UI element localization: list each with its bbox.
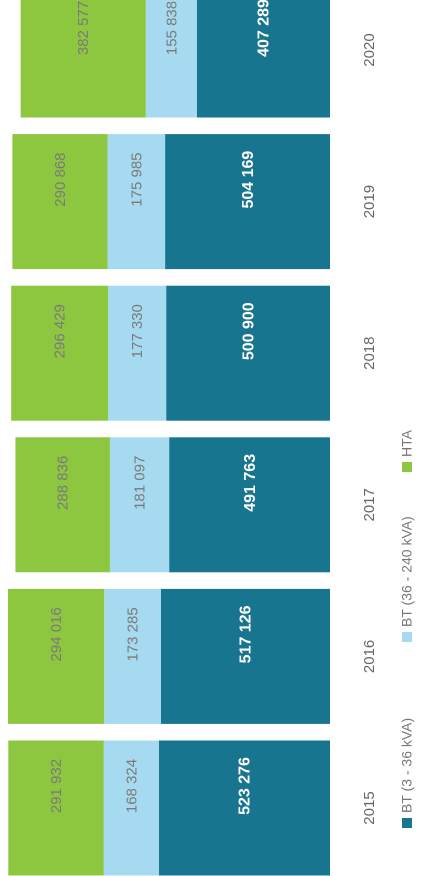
bar-segment bbox=[145, 0, 197, 118]
bar-segment bbox=[104, 588, 161, 724]
x-tick-label: 2017 bbox=[361, 488, 378, 521]
bar-segment bbox=[8, 588, 105, 724]
x-tick-label: 2015 bbox=[361, 791, 378, 824]
label-box bbox=[249, 0, 278, 66]
legend-label: BT (36 - 240 kVA) bbox=[399, 516, 415, 627]
value-label: 181 097 bbox=[131, 456, 148, 510]
bar-segment bbox=[108, 285, 167, 421]
value-label: 296 429 bbox=[52, 304, 69, 358]
plot: 523 276 168 324 291 932 2015 517 126 173 285 2… bbox=[8, 0, 415, 876]
bar-segment bbox=[11, 285, 109, 421]
value-label: 407 289 bbox=[256, 0, 273, 57]
value-label: 168 324 bbox=[123, 759, 140, 813]
x-tick-label: 2019 bbox=[361, 185, 378, 218]
value-label: 517 126 bbox=[238, 605, 255, 663]
value-label: 290 868 bbox=[52, 152, 69, 206]
value-label: 288 836 bbox=[55, 456, 72, 510]
label-box bbox=[233, 141, 262, 218]
bar-segment bbox=[8, 740, 104, 876]
legend-swatch bbox=[402, 462, 412, 472]
value-label: 523 276 bbox=[237, 757, 254, 815]
legend-swatch bbox=[402, 818, 412, 828]
legend-label: HTA bbox=[399, 429, 415, 457]
label-box bbox=[230, 748, 259, 824]
legend-swatch bbox=[402, 632, 412, 642]
x-tick-label: 2018 bbox=[361, 337, 378, 370]
x-tick-label: 2016 bbox=[361, 640, 378, 673]
value-label: 294 016 bbox=[48, 607, 65, 661]
bar-segment bbox=[15, 437, 110, 573]
label-box bbox=[235, 444, 264, 521]
label-box bbox=[231, 596, 260, 673]
bar-segment bbox=[109, 437, 170, 573]
label-box bbox=[234, 293, 263, 370]
value-label: 155 838 bbox=[163, 1, 180, 55]
legend-label: BT (3 - 36 kVA) bbox=[399, 718, 415, 813]
bar-segment bbox=[12, 134, 108, 270]
bar-segment bbox=[107, 134, 166, 270]
value-label: 177 330 bbox=[129, 304, 146, 358]
value-label: 291 932 bbox=[48, 759, 65, 813]
value-label: 500 900 bbox=[240, 302, 257, 360]
x-tick-label: 2020 bbox=[361, 33, 378, 66]
bar-segment bbox=[103, 740, 159, 876]
value-label: 382 577 bbox=[75, 1, 92, 55]
value-label: 491 763 bbox=[242, 454, 259, 512]
value-label: 504 169 bbox=[240, 151, 257, 209]
bar-segment bbox=[20, 0, 146, 118]
value-label: 175 985 bbox=[128, 152, 145, 206]
value-label: 173 285 bbox=[124, 607, 141, 661]
